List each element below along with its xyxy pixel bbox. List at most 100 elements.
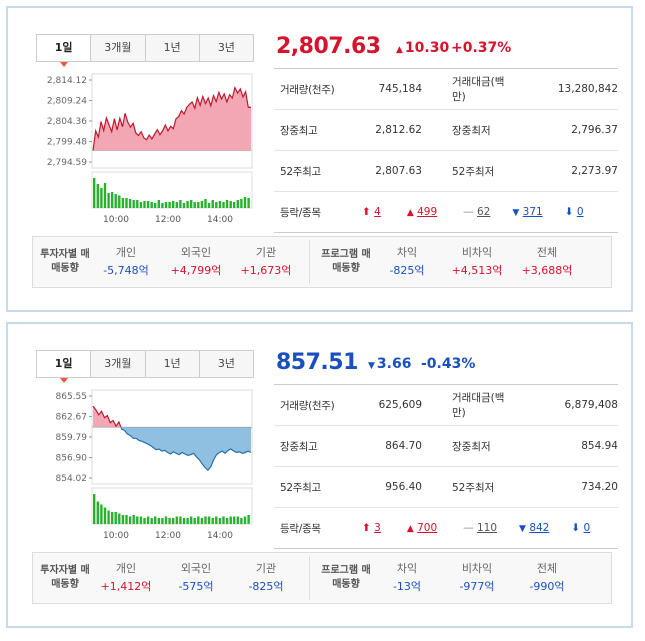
decline-cell[interactable]: ▼ 842 (519, 522, 549, 534)
volume-bar (225, 200, 229, 208)
volume-bar (103, 183, 107, 208)
limit-up-icon: ⬆ (362, 522, 371, 534)
stat-label: 거래량(천주) (280, 83, 335, 96)
unchanged-count[interactable]: 110 (477, 522, 498, 534)
tab-1year[interactable]: 1년 (144, 35, 199, 61)
stat-value: 956.40 (385, 481, 422, 493)
limit-up-count[interactable]: 4 (374, 206, 381, 218)
stat-label: 장중최저 (452, 124, 491, 137)
program-head: 전체 (536, 246, 558, 259)
down-triangle-icon: ▼ (519, 524, 526, 534)
limit-down-cell[interactable]: ⬇ 0 (565, 206, 584, 218)
investor-foreign: 외국인 +4,799억 (161, 244, 231, 280)
stat-label: 거래대금(백만) (452, 392, 505, 419)
stat-value: 745,184 (378, 83, 422, 95)
program-label: 프로그램 매매동향 (321, 249, 371, 274)
limit-down-cell[interactable]: ⬇ 0 (571, 522, 590, 534)
price-line-up (92, 85, 251, 151)
volume-bar (111, 192, 114, 208)
tab-3month[interactable]: 3개월 (90, 35, 145, 61)
advance-cell[interactable]: ▲ 499 (407, 206, 437, 218)
volume-bar (128, 516, 132, 524)
investor-value: +4,799억 (170, 264, 222, 277)
up-triangle-icon: ▲ (406, 524, 414, 534)
tab-3month[interactable]: 3개월 (90, 351, 145, 377)
index-change: ▼ 3.66 (368, 356, 411, 372)
tab-1year[interactable]: 1년 (144, 351, 199, 377)
advance-count[interactable]: 499 (417, 206, 438, 218)
tab-3year[interactable]: 3년 (198, 35, 253, 61)
investor-label: 투자자별 매매동향 (40, 565, 90, 590)
investor-value: -825억 (248, 580, 284, 593)
program-value: +3,688억 (521, 264, 573, 277)
y-tick-label: 854.02 (56, 474, 88, 484)
volume-bar (218, 201, 222, 208)
volume-bar (157, 518, 160, 524)
tab-3year[interactable]: 3년 (198, 351, 253, 377)
up-triangle-icon: ▲ (406, 208, 414, 218)
limit-up-count[interactable]: 3 (374, 522, 381, 534)
limit-down-count[interactable]: 0 (576, 206, 584, 218)
volume-bar (204, 516, 207, 524)
program-non-arbitrage: 비차익 +4,513억 (442, 244, 512, 280)
volume-bar (207, 203, 211, 208)
volume-bar (100, 504, 103, 524)
volume-bar (193, 202, 196, 208)
program-head: 비차익 (461, 246, 493, 259)
stat-value: 2,812.62 (375, 124, 422, 136)
stat-value: 6,879,408 (564, 399, 618, 411)
y-tick-label: 2,814.12 (47, 76, 87, 86)
stats-table: 거래량(천주) 625,609 거래대금(백만) 6,879,408 장중최고 … (274, 384, 618, 549)
y-tick-label: 2,799.48 (47, 137, 87, 147)
volume-bar (190, 200, 193, 208)
limit-up-cell[interactable]: ⬆ 3 (362, 522, 381, 534)
up-triangle-icon: ▲ (396, 45, 403, 55)
investor-individual: 개인 -5,748억 (91, 244, 161, 280)
decline-cell[interactable]: ▼ 371 (512, 206, 542, 218)
breadth-row: 등락/종목 ⬆ 4 ▲ 499 — 62 ▼ 371 ⬇ 0 (274, 192, 618, 233)
volume-bar (121, 198, 125, 208)
volume-bar (172, 518, 175, 524)
volume-bar (161, 518, 164, 524)
investor-head: 외국인 (180, 562, 212, 575)
decline-count[interactable]: 371 (522, 206, 543, 218)
volume-bar (182, 203, 186, 208)
volume-bar (157, 200, 160, 208)
tab-1day[interactable]: 1일 (37, 351, 91, 383)
volume-bar (222, 516, 225, 524)
stat-label: 52주최고 (280, 481, 321, 494)
volume-bar (118, 195, 121, 208)
volume-bar (229, 201, 232, 208)
stat-value: 864.70 (385, 440, 422, 452)
stat-value: 854.94 (581, 440, 618, 452)
volume-bar (243, 197, 247, 208)
program-value: -825억 (389, 264, 425, 277)
limit-down-count[interactable]: 0 (583, 522, 591, 534)
program-arbitrage: 차익 -13억 (372, 560, 442, 596)
tab-1day[interactable]: 1일 (37, 35, 91, 67)
volume-bar (114, 194, 117, 208)
volume-bar (143, 201, 146, 208)
volume-bar (154, 516, 157, 524)
stats-row: 52주최고 2,807.63 52주최저 2,273.97 (274, 151, 618, 192)
unchanged-cell[interactable]: — 62 (463, 206, 490, 218)
investor-head: 개인 (115, 562, 137, 575)
volume-bar (111, 512, 114, 524)
unchanged-cell[interactable]: — 110 (463, 522, 497, 534)
stat-label: 52주최고 (280, 165, 321, 178)
volume-bar (146, 201, 150, 208)
intraday-chart: 865.55 862.67 859.79 856.90 854.02 10:00 12:00… (56, 389, 253, 541)
volume-bar (236, 516, 239, 524)
advance-cell[interactable]: ▲ 700 (407, 522, 437, 534)
volume-bar (132, 515, 135, 524)
decline-count[interactable]: 842 (529, 522, 550, 534)
limit-up-icon: ⬆ (362, 206, 371, 218)
limit-up-cell[interactable]: ⬆ 4 (362, 206, 381, 218)
period-tabs: 1일 3개월 1년 3년 (36, 350, 254, 383)
x-tick-label: 12:00 (155, 531, 181, 541)
advance-count[interactable]: 700 (417, 522, 438, 534)
volume-bar (215, 202, 218, 208)
area-above-baseline (93, 406, 121, 428)
unchanged-count[interactable]: 62 (477, 206, 491, 218)
volume-bar (211, 518, 214, 524)
